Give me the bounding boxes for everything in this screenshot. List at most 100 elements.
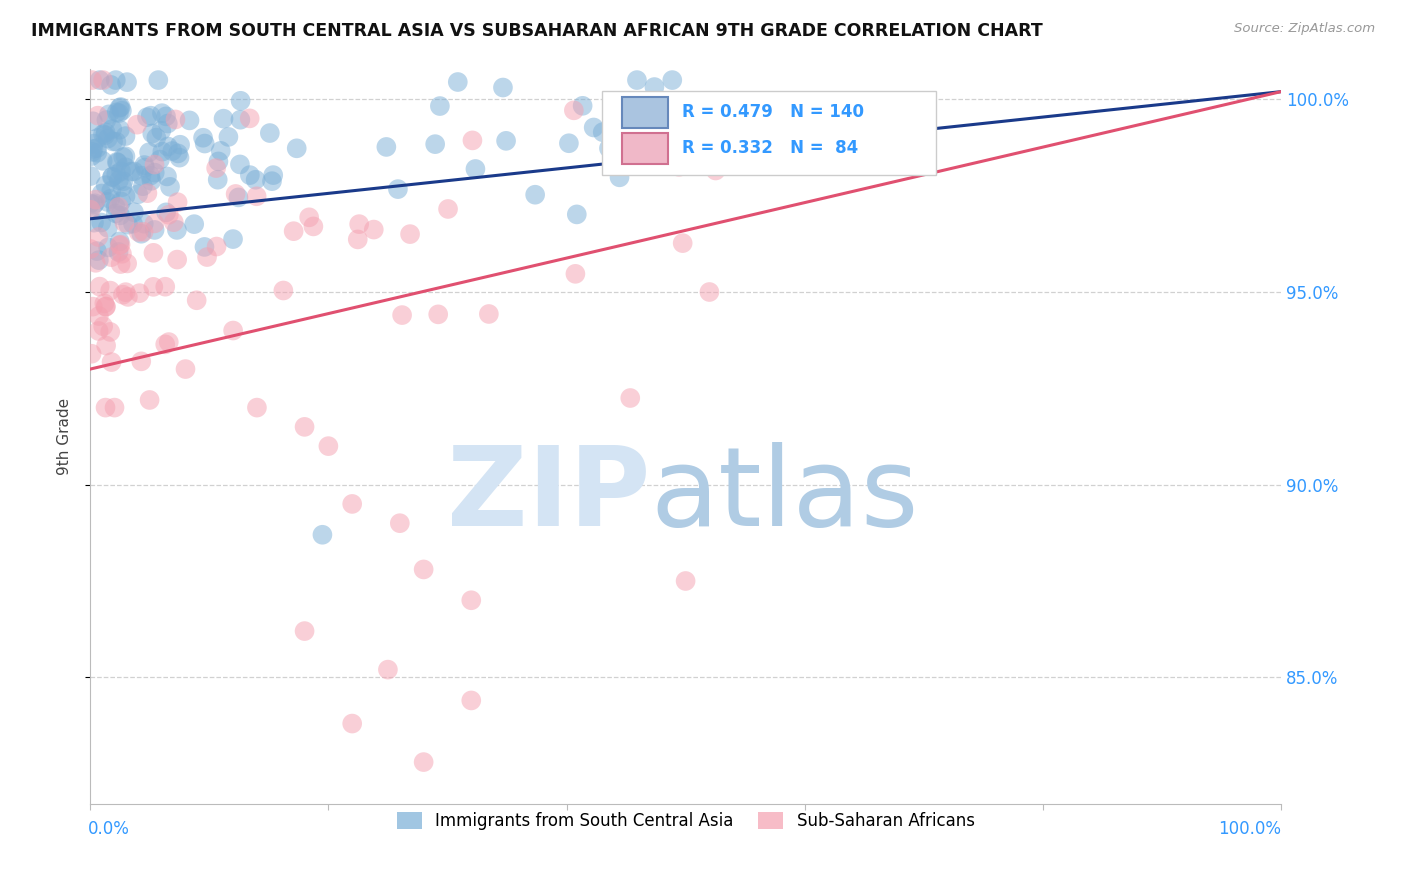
FancyBboxPatch shape <box>602 91 935 175</box>
Point <box>111 287 134 301</box>
Point <box>104 73 127 87</box>
Point <box>100 184 122 198</box>
Point <box>619 391 641 405</box>
Point <box>363 222 385 236</box>
Point <box>114 189 136 203</box>
Point <box>191 130 214 145</box>
Point <box>96 194 118 209</box>
Point <box>122 217 145 231</box>
Point <box>115 75 138 89</box>
Point <box>294 624 316 638</box>
Point <box>84 193 107 207</box>
Point <box>132 225 155 239</box>
Point <box>157 208 180 222</box>
Point <box>79 202 101 217</box>
Point <box>460 593 482 607</box>
Point <box>138 392 160 407</box>
Point <box>98 192 121 206</box>
Point <box>110 208 132 222</box>
Point <box>225 186 247 201</box>
Point <box>668 160 690 174</box>
Point <box>115 256 138 270</box>
Point <box>167 146 190 161</box>
Point <box>229 94 252 108</box>
Point <box>387 182 409 196</box>
Point <box>259 126 281 140</box>
Point <box>157 334 180 349</box>
Point <box>298 211 321 225</box>
Point <box>110 257 132 271</box>
Point <box>478 307 501 321</box>
Point <box>94 300 117 314</box>
Point <box>169 151 191 165</box>
Point <box>83 136 105 151</box>
Point <box>87 309 110 323</box>
Point <box>609 170 631 185</box>
Point <box>105 155 128 169</box>
Point <box>117 218 139 232</box>
Point <box>166 252 188 267</box>
Point <box>391 308 413 322</box>
Point <box>155 337 177 351</box>
Point <box>229 157 252 171</box>
Point <box>311 527 333 541</box>
Text: Source: ZipAtlas.com: Source: ZipAtlas.com <box>1234 22 1375 36</box>
Point <box>94 178 117 193</box>
Point <box>447 75 470 89</box>
Point <box>141 127 163 141</box>
Point <box>723 136 745 150</box>
Point <box>83 216 105 230</box>
Point <box>222 232 245 246</box>
Point <box>141 174 163 188</box>
Point <box>136 186 159 201</box>
Point <box>86 141 108 155</box>
Point <box>166 195 188 210</box>
Point <box>427 307 450 321</box>
Point <box>143 157 166 171</box>
Text: atlas: atlas <box>650 442 918 549</box>
Point <box>101 170 124 185</box>
Point <box>156 116 179 130</box>
Point <box>155 205 177 219</box>
Point <box>186 293 208 308</box>
Point <box>90 186 112 201</box>
Point <box>125 118 148 132</box>
Point <box>155 279 177 293</box>
Point <box>114 129 136 144</box>
Point <box>399 227 422 241</box>
Point <box>437 202 460 216</box>
Point <box>139 109 162 123</box>
Point <box>661 73 683 87</box>
Text: ZIP: ZIP <box>447 442 650 549</box>
Point <box>120 164 142 178</box>
Point <box>155 109 177 123</box>
Point <box>148 73 170 87</box>
Point <box>87 230 110 244</box>
Point <box>138 145 160 160</box>
Point <box>195 250 218 264</box>
Text: IMMIGRANTS FROM SOUTH CENTRAL ASIA VS SUBSAHARAN AFRICAN 9TH GRADE CORRELATION C: IMMIGRANTS FROM SOUTH CENTRAL ASIA VS SU… <box>31 22 1043 40</box>
Point <box>524 187 547 202</box>
Point <box>492 80 515 95</box>
Point <box>83 198 105 212</box>
Point <box>108 101 131 115</box>
Text: 0.0%: 0.0% <box>87 820 129 838</box>
Point <box>461 133 484 147</box>
Point <box>101 122 124 136</box>
Point <box>89 279 111 293</box>
Point <box>87 324 110 338</box>
Point <box>212 112 235 126</box>
Point <box>565 207 588 221</box>
Point <box>150 124 173 138</box>
Point <box>209 144 232 158</box>
Point <box>79 196 101 211</box>
Point <box>80 149 103 163</box>
Point <box>704 163 727 178</box>
Point <box>82 73 104 87</box>
Point <box>107 155 129 169</box>
Point <box>114 149 136 163</box>
Point <box>193 240 215 254</box>
Point <box>82 114 104 128</box>
Point <box>89 73 111 87</box>
Point <box>87 109 110 123</box>
